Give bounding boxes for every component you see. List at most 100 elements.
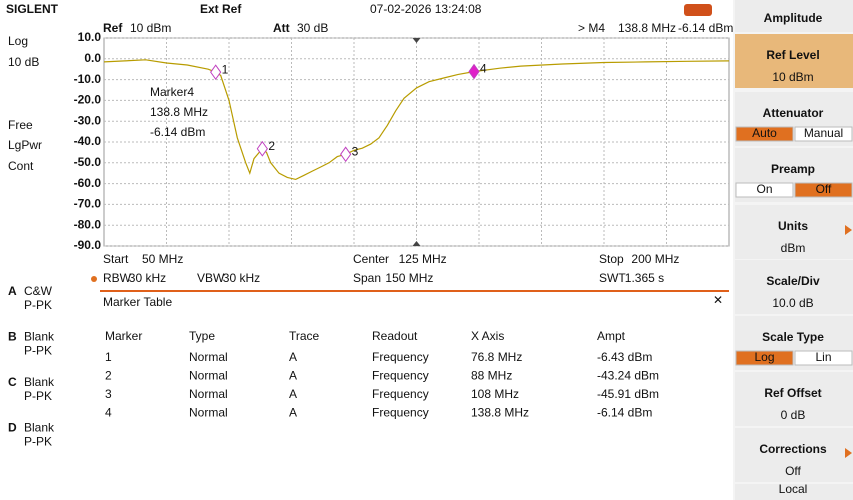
marker-diamond (256, 140, 268, 157)
option-button[interactable] (735, 182, 794, 198)
sweep-value: 30 kHz (129, 271, 166, 285)
marker-diamond (210, 64, 222, 81)
y-tick-label: -10.0 (74, 72, 102, 86)
menu-item-label: Ref Offset (764, 386, 821, 400)
menu-item-value: 10.0 dB (772, 296, 813, 310)
table-cell: 108 MHz (471, 387, 519, 401)
option-button[interactable] (735, 126, 794, 142)
y-tick-label: 10.0 (78, 30, 102, 44)
submenu-arrow (845, 225, 852, 235)
sweep-label: SWT (599, 271, 626, 285)
table-header: Marker (105, 329, 142, 343)
sweep-value: 200 MHz (631, 252, 679, 266)
sweep-label: Stop (599, 252, 624, 266)
marker-annotation: 138.8 MHz (150, 105, 208, 119)
menu-item-value: dBm (781, 241, 806, 255)
menu-item[interactable] (735, 34, 853, 88)
marker-label: 1 (222, 62, 229, 76)
table-cell: Frequency (372, 350, 429, 364)
brand: SIGLENT (6, 2, 59, 16)
option-button[interactable] (794, 126, 853, 142)
menu-footer[interactable] (735, 484, 853, 500)
menu-header (735, 0, 853, 32)
sweep-value: 125 MHz (399, 252, 447, 266)
submenu-arrow (845, 448, 852, 458)
menu-item-value: 0 dB (781, 408, 806, 422)
table-cell: -6.43 dBm (597, 350, 652, 364)
ext-ref: Ext Ref (200, 2, 242, 16)
trace-mode: C&W (24, 284, 53, 298)
trace-letter: C (8, 375, 17, 389)
table-cell: 76.8 MHz (471, 350, 522, 364)
ref-value: 10 dBm (130, 21, 171, 35)
sweep-value: 50 MHz (142, 252, 183, 266)
table-cell: 1 (105, 350, 112, 364)
table-cell: Frequency (372, 387, 429, 401)
option-button[interactable] (794, 182, 853, 198)
trace-detector: P-PK (24, 344, 52, 358)
table-cell: -45.91 dBm (597, 387, 659, 401)
marker-label: 3 (352, 144, 359, 158)
option-label: Log (754, 350, 774, 364)
y-tick-label: -60.0 (74, 176, 102, 190)
y-tick-label: -20.0 (74, 93, 102, 107)
close-button[interactable]: ✕ (713, 293, 723, 307)
marker-annotation: -6.14 dBm (150, 125, 205, 139)
y-tick-label: -90.0 (74, 238, 102, 252)
center-marker-bottom (412, 241, 421, 246)
y-tick-label: -70.0 (74, 197, 102, 211)
menu-item-label: Scale Type (762, 330, 824, 344)
menu-item[interactable] (735, 372, 853, 426)
sweep-label: Span (353, 271, 381, 285)
table-title: Marker Table (103, 295, 172, 309)
marker-readout: > M4 (578, 21, 605, 35)
mode-label: Free (8, 118, 33, 132)
table-cell: 3 (105, 387, 112, 401)
trace-mode: Blank (24, 330, 55, 344)
option-button[interactable] (735, 350, 794, 366)
datetime: 07-02-2026 13:24:08 (370, 2, 482, 16)
menu-item-value: Off (785, 464, 801, 478)
att-value: 30 dB (297, 21, 328, 35)
y-tick-label: -40.0 (74, 134, 102, 148)
table-header: X Axis (471, 329, 504, 343)
marker-freq: 138.8 MHz (618, 21, 676, 35)
menu-item[interactable] (735, 260, 853, 314)
sweep-label: Center (353, 252, 389, 266)
sweep-value: 150 MHz (385, 271, 433, 285)
trace-letter: D (8, 421, 17, 435)
trace-detector: P-PK (24, 435, 52, 449)
option-label: Off (816, 182, 832, 196)
table-cell: A (289, 387, 297, 401)
menu-item[interactable] (735, 428, 853, 482)
marker-ampt: -6.14 dBm (678, 21, 733, 35)
ref-label: Ref (103, 21, 123, 35)
table-cell: Normal (189, 350, 228, 364)
table-cell: Normal (189, 406, 228, 420)
table-cell: 4 (105, 406, 112, 420)
marker-label: 4 (480, 62, 487, 76)
y-tick-label: 0.0 (84, 51, 101, 65)
table-header: Ampt (597, 329, 626, 343)
option-button[interactable] (794, 350, 853, 366)
marker-diamond (468, 63, 480, 80)
mode-label: 10 dB (8, 55, 39, 69)
table-cell: 2 (105, 369, 112, 383)
menu-item[interactable] (735, 205, 853, 259)
sweep-label: VBW (197, 271, 225, 285)
sweep-value: 30 kHz (223, 271, 260, 285)
table-header: Type (189, 329, 215, 343)
menu-item-value: 10 dBm (772, 70, 813, 84)
table-cell: 88 MHz (471, 369, 512, 383)
option-label: Lin (815, 350, 831, 364)
center-marker-top (412, 38, 421, 43)
mode-label: Log (8, 34, 28, 48)
menu-item-label: Preamp (771, 162, 815, 176)
table-cell: A (289, 369, 297, 383)
table-cell: Normal (189, 369, 228, 383)
menu-footer-label: Local (779, 482, 808, 496)
y-tick-label: -30.0 (74, 113, 102, 127)
mode-label: LgPwr (8, 138, 42, 152)
usb-icon (684, 4, 712, 16)
table-cell: Frequency (372, 369, 429, 383)
